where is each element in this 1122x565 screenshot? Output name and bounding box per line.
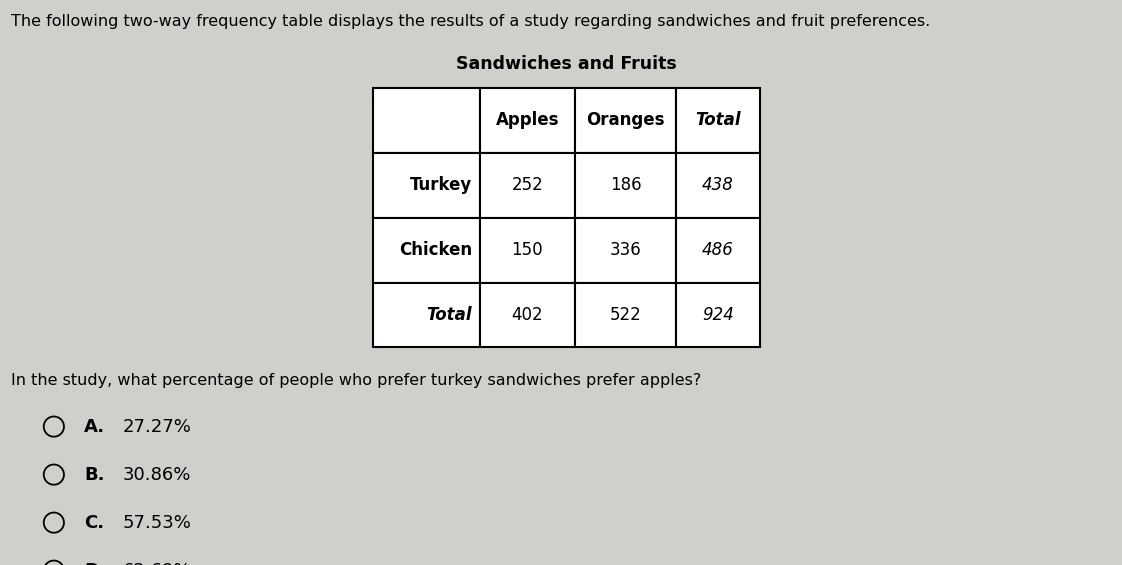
Text: 252: 252: [512, 176, 543, 194]
Bar: [574, 282, 675, 347]
Text: B.: B.: [84, 466, 104, 484]
Text: Total: Total: [426, 306, 471, 324]
Bar: [479, 88, 574, 153]
Text: Oranges: Oranges: [587, 111, 664, 129]
Text: 57.53%: 57.53%: [122, 514, 191, 532]
Bar: [373, 88, 479, 153]
Bar: [479, 153, 574, 218]
Bar: [373, 282, 479, 347]
Text: Turkey: Turkey: [410, 176, 471, 194]
Bar: [675, 282, 760, 347]
Text: 186: 186: [609, 176, 642, 194]
Text: 30.86%: 30.86%: [122, 466, 191, 484]
Bar: [479, 218, 574, 282]
Text: D.: D.: [84, 562, 105, 565]
Bar: [373, 153, 479, 218]
Text: 336: 336: [609, 241, 642, 259]
Text: 924: 924: [702, 306, 734, 324]
Bar: [574, 88, 675, 153]
Bar: [675, 218, 760, 282]
Text: In the study, what percentage of people who prefer turkey sandwiches prefer appl: In the study, what percentage of people …: [11, 373, 701, 388]
Text: 522: 522: [609, 306, 642, 324]
Text: 62.69%: 62.69%: [122, 562, 191, 565]
Text: A.: A.: [84, 418, 105, 436]
Text: 402: 402: [512, 306, 543, 324]
Bar: [675, 88, 760, 153]
Bar: [479, 282, 574, 347]
Text: 486: 486: [702, 241, 734, 259]
Text: 27.27%: 27.27%: [122, 418, 191, 436]
Text: Sandwiches and Fruits: Sandwiches and Fruits: [457, 55, 677, 73]
Text: Chicken: Chicken: [398, 241, 471, 259]
Text: The following two-way frequency table displays the results of a study regarding : The following two-way frequency table di…: [11, 14, 930, 29]
Text: 150: 150: [512, 241, 543, 259]
Text: Apples: Apples: [496, 111, 559, 129]
Text: 438: 438: [702, 176, 734, 194]
Bar: [574, 218, 675, 282]
Text: Total: Total: [696, 111, 741, 129]
Bar: [675, 153, 760, 218]
Bar: [373, 218, 479, 282]
Bar: [574, 153, 675, 218]
Text: C.: C.: [84, 514, 104, 532]
